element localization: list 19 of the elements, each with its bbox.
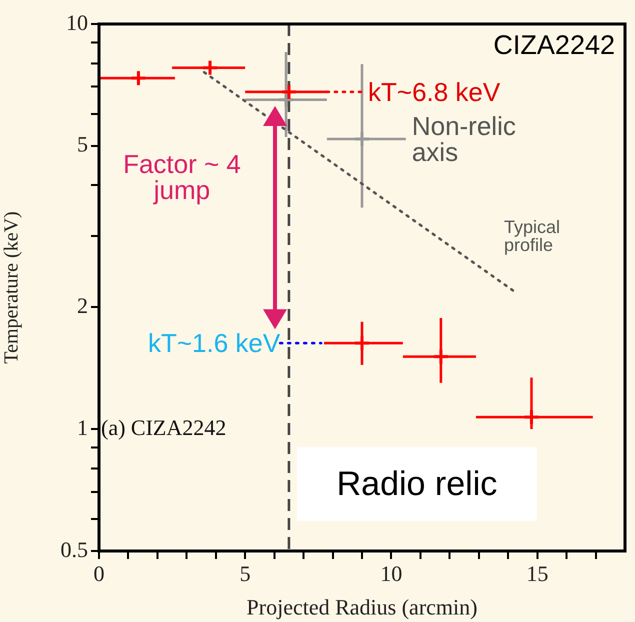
x-tick-label: 5 — [240, 560, 251, 586]
annotation: kT~1.6 keV — [148, 328, 280, 358]
annotation: kT~6.8 keV — [368, 76, 500, 107]
y-tick-label: 10 — [66, 10, 88, 35]
annotation: Non-relic axis — [412, 111, 517, 168]
x-tick-label: 10 — [380, 560, 402, 586]
y-tick-label: 1 — [77, 414, 88, 440]
x-axis-title: Projected Radius (arcmin) — [246, 594, 478, 620]
annotation: CIZA2242 — [493, 30, 615, 60]
y-tick-label: 0.5 — [60, 536, 88, 562]
annotation: Typical profile — [504, 217, 561, 256]
y-axis-title: Temperature (keV) — [0, 211, 22, 364]
x-tick-label: 0 — [94, 560, 104, 586]
y-tick-label: 2 — [77, 292, 88, 318]
annotation: (a) CIZA2242 — [101, 414, 226, 440]
annotation: Factor ~ 4 jump — [122, 149, 242, 206]
y-tick-label: 5 — [77, 132, 88, 157]
x-tick-label: 15 — [526, 560, 548, 586]
ref-line-label: Radio relic — [296, 447, 537, 521]
